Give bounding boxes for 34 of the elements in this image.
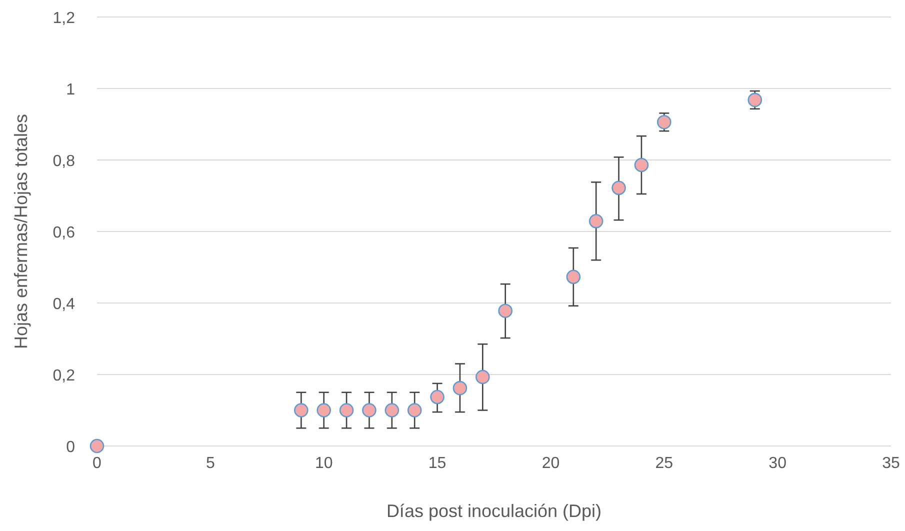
x-tick-label: 15 [428,455,446,472]
x-tick-label: 5 [206,455,215,472]
point [90,438,104,454]
point [362,403,376,418]
y-tick-label: 0,6 [52,224,76,242]
point [384,403,400,418]
x-tick-label: 25 [655,455,674,472]
y-axis-title: Hojas enfermas/Hojas totales [11,114,31,350]
point [316,403,332,418]
x-axis-title: Días post inoculación (Dpi) [386,501,602,521]
point [634,158,649,172]
point [566,270,581,284]
x-tick-label: 10 [314,455,333,472]
point [294,403,308,418]
point [339,403,354,418]
point [656,114,672,130]
point [452,380,468,396]
x-tick-label: 0 [92,455,102,472]
y-tick-label: 0,8 [52,153,76,170]
point [476,370,490,384]
point [612,180,626,196]
x-tick-label: 20 [542,455,560,472]
y-tick-label: 0 [66,439,76,456]
point [498,304,512,318]
y-tick-label: 1,2 [52,10,76,27]
point [588,214,604,228]
y-tick-label: 0,2 [52,368,76,384]
point [430,390,444,404]
x-tick-label: 35 [882,455,900,472]
y-tick-label: 1 [66,82,76,98]
x-tick-label: 30 [768,455,787,472]
y-tick-label: 0,4 [52,296,76,313]
point [748,92,762,108]
point [407,403,422,418]
